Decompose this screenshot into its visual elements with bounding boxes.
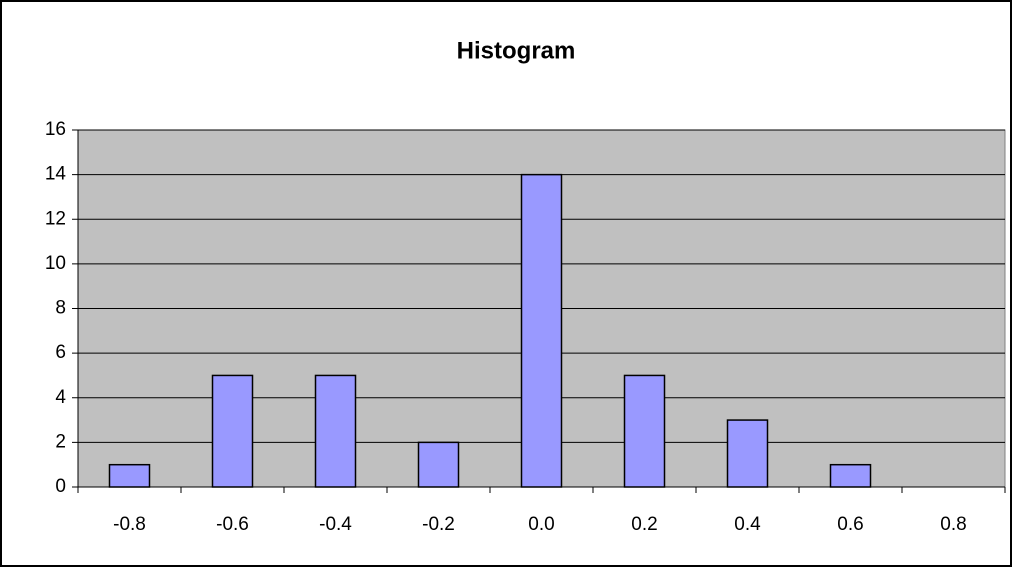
x-tick-label: 0.4 bbox=[734, 514, 761, 535]
x-tick-label: -0.6 bbox=[216, 514, 249, 535]
y-tick-label: 6 bbox=[55, 342, 66, 363]
y-tick-label: 0 bbox=[55, 476, 66, 497]
y-tick-label: 16 bbox=[45, 119, 66, 140]
bar bbox=[623, 374, 666, 488]
y-tick-label: 8 bbox=[55, 298, 66, 319]
bar bbox=[829, 463, 872, 488]
y-tick-label: 10 bbox=[45, 253, 66, 274]
x-tick-label: -0.4 bbox=[319, 514, 352, 535]
y-tick-label: 4 bbox=[55, 387, 66, 408]
x-tick-label: -0.8 bbox=[113, 514, 146, 535]
x-tick-label: -0.2 bbox=[422, 514, 455, 535]
bar bbox=[211, 374, 254, 488]
bar bbox=[726, 419, 769, 488]
bar bbox=[520, 173, 563, 488]
bar bbox=[108, 463, 151, 488]
bar bbox=[417, 441, 460, 488]
x-tick-label: 0.0 bbox=[528, 514, 554, 535]
y-tick-label: 2 bbox=[55, 431, 66, 452]
bar bbox=[314, 374, 357, 488]
y-tick-label: 14 bbox=[45, 164, 67, 185]
y-tick-label: 12 bbox=[45, 208, 66, 229]
x-tick-label: 0.6 bbox=[837, 514, 863, 535]
x-tick-label: 0.8 bbox=[940, 514, 966, 535]
chart-title: Histogram bbox=[457, 37, 576, 64]
x-tick-label: 0.2 bbox=[631, 514, 657, 535]
